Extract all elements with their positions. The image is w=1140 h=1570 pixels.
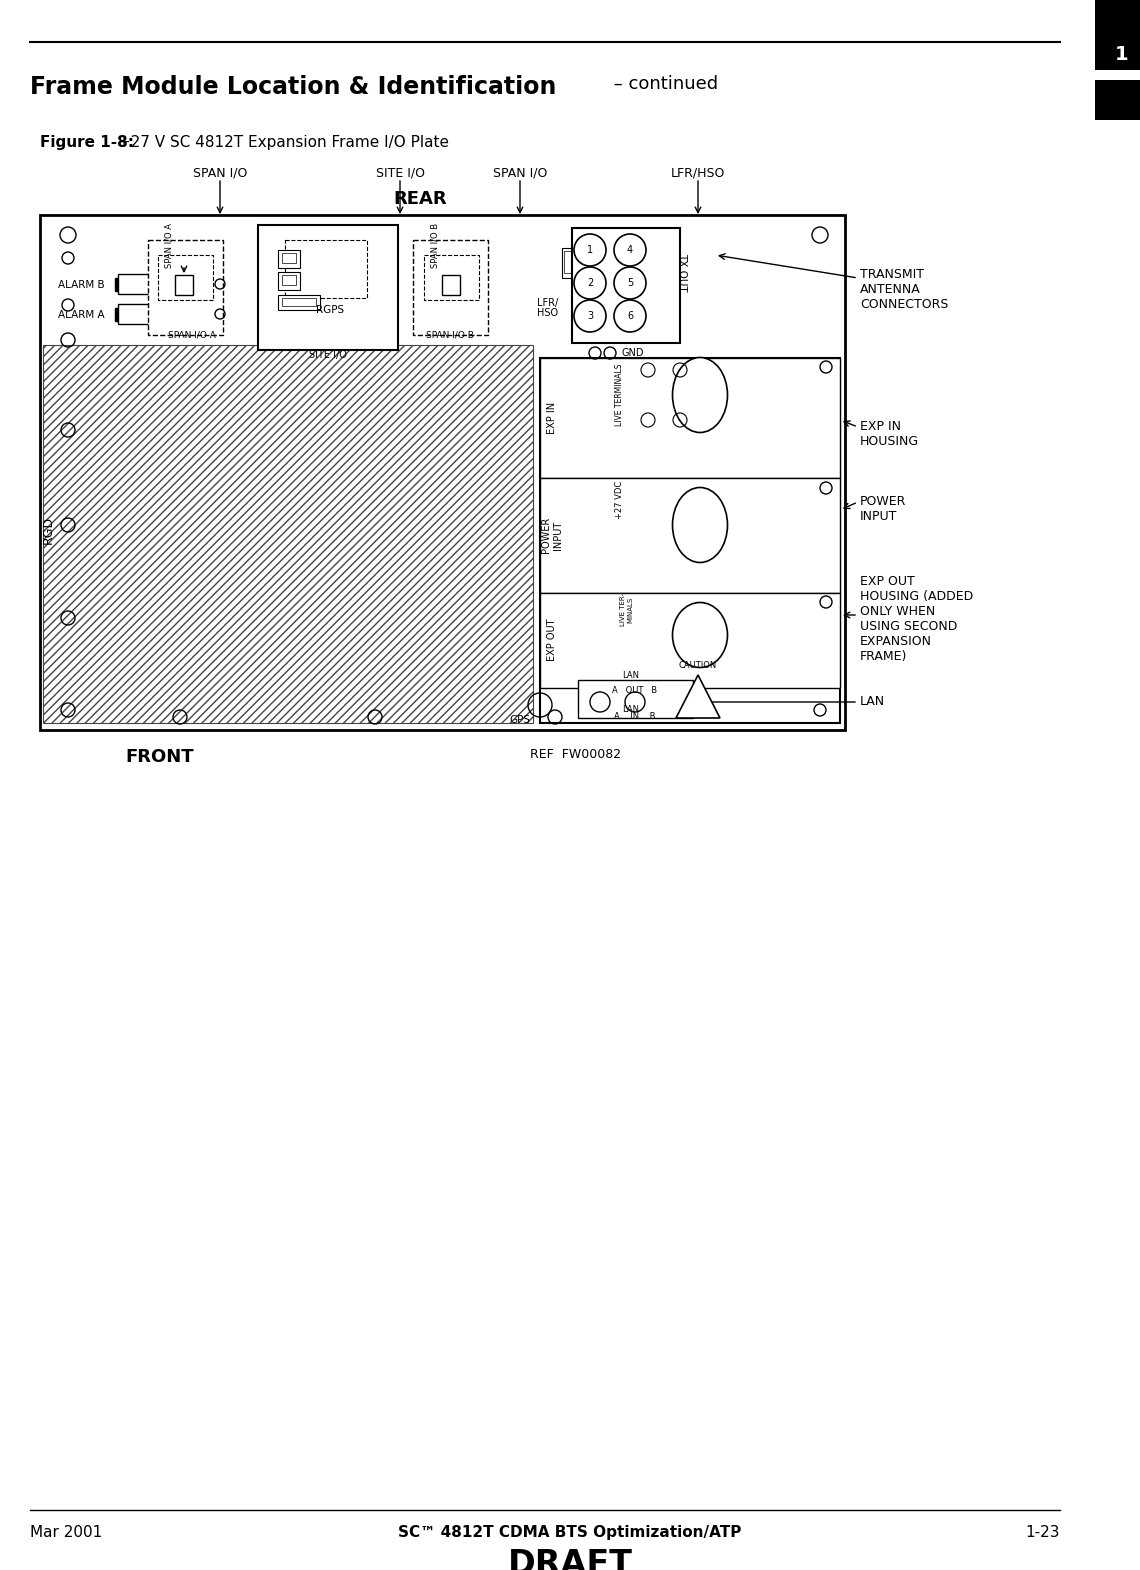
- Text: SPAN I/O: SPAN I/O: [193, 166, 247, 181]
- Bar: [148, 240, 223, 334]
- Bar: [43, 345, 534, 724]
- Bar: [119, 305, 213, 323]
- Bar: [282, 298, 316, 306]
- Bar: [578, 680, 693, 717]
- Bar: [562, 248, 580, 278]
- Text: LAN: LAN: [622, 705, 640, 714]
- Text: SPAN I/O A: SPAN I/O A: [168, 330, 215, 339]
- Bar: [115, 278, 119, 290]
- Text: GPS: GPS: [510, 714, 530, 725]
- Text: LIVE TERMINALS: LIVE TERMINALS: [616, 364, 625, 425]
- Text: Figure 1-8:: Figure 1-8:: [40, 135, 135, 151]
- Bar: [278, 272, 300, 290]
- Bar: [442, 275, 461, 295]
- Text: TRANSMIT
ANTENNA
CONNECTORS: TRANSMIT ANTENNA CONNECTORS: [860, 268, 948, 311]
- Bar: [176, 275, 193, 295]
- Bar: [119, 275, 213, 294]
- Text: POWER
INPUT: POWER INPUT: [860, 495, 906, 523]
- Text: LFR/HSO: LFR/HSO: [670, 166, 725, 181]
- Text: RGD: RGD: [41, 517, 55, 545]
- Text: DRAFT: DRAFT: [507, 1548, 633, 1570]
- Text: – continued: – continued: [608, 75, 718, 93]
- Bar: [282, 253, 296, 264]
- Text: A    IN    B: A IN B: [614, 713, 656, 721]
- Bar: [572, 228, 679, 342]
- Bar: [540, 593, 840, 688]
- Text: SPAN I/O A: SPAN I/O A: [165, 223, 174, 267]
- Text: REAR: REAR: [393, 190, 447, 207]
- Text: HSO: HSO: [537, 308, 557, 319]
- Bar: [424, 254, 479, 300]
- Text: SITE I/O: SITE I/O: [309, 350, 347, 360]
- Ellipse shape: [673, 603, 727, 667]
- Bar: [258, 225, 398, 350]
- Text: LFR/: LFR/: [537, 298, 557, 308]
- Text: EXP OUT: EXP OUT: [547, 619, 557, 661]
- Text: !: !: [694, 699, 701, 713]
- Text: Mar 2001: Mar 2001: [30, 1524, 103, 1540]
- Text: ALARM B: ALARM B: [58, 279, 105, 290]
- Bar: [115, 308, 119, 320]
- Text: A   OUT   B: A OUT B: [612, 686, 658, 696]
- Bar: [278, 295, 320, 309]
- Bar: [1096, 0, 1140, 71]
- Text: GND: GND: [622, 349, 644, 358]
- Text: EXP OUT
HOUSING (ADDED
ONLY WHEN
USING SECOND
EXPANSION
FRAME): EXP OUT HOUSING (ADDED ONLY WHEN USING S…: [860, 575, 974, 663]
- Bar: [564, 251, 578, 273]
- Text: SPAN I/O: SPAN I/O: [492, 166, 547, 181]
- Text: 4: 4: [627, 245, 633, 254]
- Text: 2: 2: [587, 278, 593, 287]
- Bar: [158, 254, 213, 300]
- Text: +27 VDC: +27 VDC: [616, 480, 625, 520]
- Text: Frame Module Location & Identification: Frame Module Location & Identification: [30, 75, 556, 99]
- Text: LIVE TER-
MINALS: LIVE TER- MINALS: [620, 593, 633, 626]
- Text: TX OUT: TX OUT: [677, 253, 687, 292]
- Bar: [540, 477, 840, 593]
- Text: 1-23: 1-23: [1026, 1524, 1060, 1540]
- Text: POWER
INPUT: POWER INPUT: [542, 517, 563, 553]
- Bar: [540, 358, 840, 477]
- Bar: [278, 250, 300, 268]
- Bar: [40, 215, 845, 730]
- Text: CAUTION: CAUTION: [679, 661, 717, 670]
- Bar: [282, 275, 296, 286]
- Text: SC™ 4812T CDMA BTS Optimization/ATP: SC™ 4812T CDMA BTS Optimization/ATP: [398, 1524, 742, 1540]
- Text: LAN: LAN: [622, 670, 640, 680]
- Ellipse shape: [673, 488, 727, 562]
- Text: 1: 1: [587, 245, 593, 254]
- Text: 6: 6: [627, 311, 633, 320]
- Bar: [413, 240, 488, 334]
- Text: 1: 1: [1115, 46, 1129, 64]
- Text: 5: 5: [627, 278, 633, 287]
- Text: FRONT: FRONT: [125, 747, 194, 766]
- Bar: [285, 240, 367, 298]
- Text: +27 V SC 4812T Expansion Frame I/O Plate: +27 V SC 4812T Expansion Frame I/O Plate: [113, 135, 449, 151]
- Ellipse shape: [673, 358, 727, 432]
- Text: SPAN I/O B: SPAN I/O B: [426, 330, 474, 339]
- Text: EXP IN: EXP IN: [547, 402, 557, 433]
- Text: EXP IN
HOUSING: EXP IN HOUSING: [860, 421, 919, 447]
- Text: 3: 3: [587, 311, 593, 320]
- Text: SITE I/O: SITE I/O: [375, 166, 424, 181]
- Bar: [1096, 80, 1140, 119]
- Text: SPAN I/O B: SPAN I/O B: [430, 223, 439, 267]
- Text: REF  FW00082: REF FW00082: [530, 747, 621, 761]
- Text: ALARM A: ALARM A: [58, 309, 105, 320]
- Text: RGPS: RGPS: [316, 305, 344, 316]
- Text: LAN: LAN: [860, 696, 885, 708]
- Bar: [540, 358, 840, 724]
- Polygon shape: [676, 675, 720, 717]
